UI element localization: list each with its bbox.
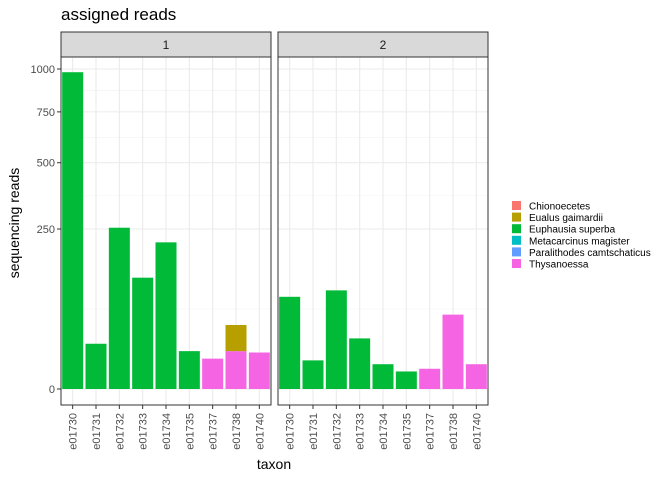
x-tick-label: e01730 [68,413,80,450]
bar-e01740-thysanoessa [465,364,487,389]
bar-e01731-euphausia-superba [302,360,324,389]
bar-e01735-euphausia-superba [395,371,417,389]
bar-e01730-euphausia-superba [279,296,301,389]
x-tick-label: e01734 [378,413,390,450]
bar-e01732-euphausia-superba [325,290,347,389]
facet-panel-1: 1 e01730 e01731 e01732 e01733 e01734 e01735 e01… [60,31,272,450]
bar-e01734-euphausia-superba [155,242,177,389]
bar-e01733-euphausia-superba [132,277,154,389]
y-tick-label: 500 [37,158,55,170]
x-tick-label: e01732 [331,413,343,450]
x-tick-label: e01738 [448,413,460,450]
legend-label: Paralithodes camtschaticus [529,248,651,259]
bar-e01738-thysanoessa [225,351,247,389]
legend-swatch [512,224,521,234]
x-tick-label: e01731 [91,413,103,450]
x-tick-label: e01740 [254,413,266,450]
facet-panel-2: 2 e01730 e01731 e01732 e01733 e01734 e01735 e01… [277,31,489,450]
legend-label: Eualus gaimardii [529,213,603,224]
x-tick-label: e01735 [184,413,196,450]
x-axis-title: taxon [257,456,291,472]
bar-e01730-euphausia-superba [62,72,84,390]
bar-e01740-thysanoessa [248,352,270,389]
legend-label: Euphausia superba [529,225,616,236]
x-tick-label: e01740 [471,413,483,450]
bar-e01733-euphausia-superba [349,338,371,389]
x-tick-label: e01730 [285,413,297,450]
chart-title: assigned reads [61,5,176,24]
bar-e01737-thysanoessa [419,368,441,389]
bar-e01734-euphausia-superba [372,364,394,389]
bar-e01738-eualus-gaimardii [225,325,247,352]
bar-e01735-euphausia-superba [178,351,200,389]
legend-swatch [512,212,521,222]
legend-label: Thysanoessa [529,260,589,271]
bar-e01737-thysanoessa [202,358,224,389]
y-tick-label: 0 [49,384,55,396]
bar-e01732-euphausia-superba [108,227,130,389]
x-tick-label: e01731 [308,413,320,450]
y-tick-label: 1000 [31,64,55,76]
legend-label: Chionoecetes [529,202,590,213]
y-tick-label: 750 [37,107,55,119]
y-axis: 0 250 500 750 1000 [31,64,61,396]
facet-panels: 1 e01730 e01731 e01732 e01733 e01734 e01735 e01… [60,31,489,450]
y-tick-label: 250 [37,224,55,236]
x-tick-label: e01732 [114,413,126,450]
legend-swatch [512,259,521,268]
legend-swatch [512,247,521,257]
legend-label: Metacarcinus magister [529,236,630,247]
x-tick-label: e01734 [161,413,173,450]
y-axis-title: sequencing reads [6,168,22,279]
x-tick-label: e01733 [138,413,150,450]
legend-swatch [512,235,521,245]
bar-e01731-euphausia-superba [85,343,107,389]
x-tick-label: e01733 [355,413,367,450]
bar-e01738-thysanoessa [442,314,464,389]
facet-strip [277,31,489,58]
x-tick-label: e01737 [208,413,220,450]
facet-strip-label: 2 [380,38,387,52]
facet-strip [60,31,272,58]
x-tick-label: e01735 [401,413,413,450]
facet-strip-label: 1 [163,38,170,52]
legend-swatch [512,201,521,210]
x-tick-label: e01737 [425,413,437,450]
x-tick-label: e01738 [231,413,243,450]
